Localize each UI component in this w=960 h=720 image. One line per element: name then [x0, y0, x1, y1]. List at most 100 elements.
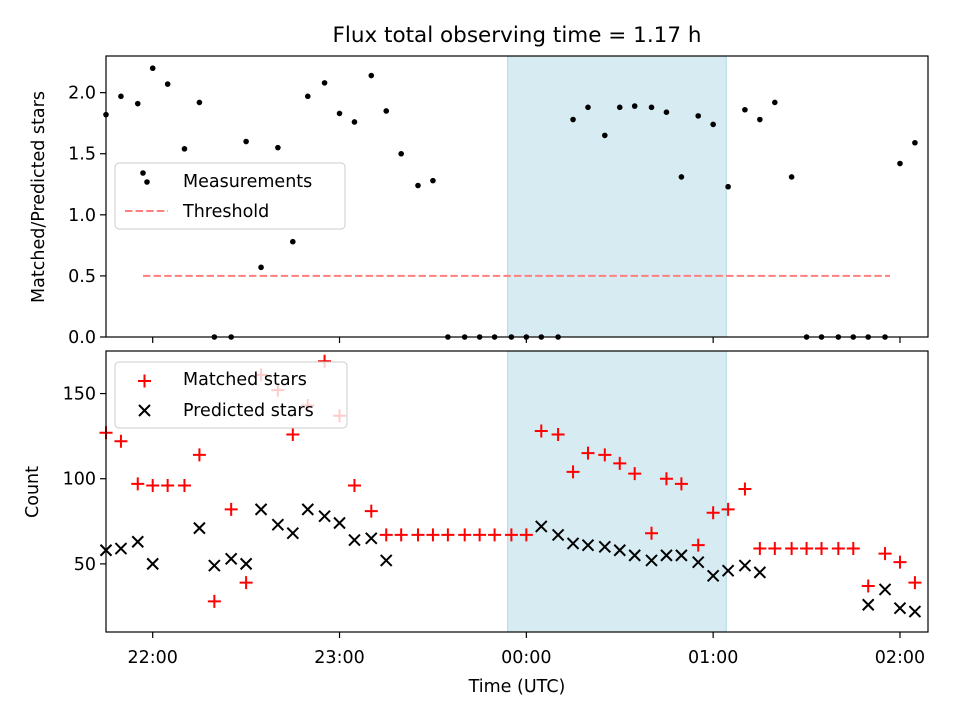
matched-stars-point — [785, 542, 799, 556]
measurement-point — [149, 65, 156, 72]
measurement-point — [912, 139, 918, 146]
x-tick-label: 01:00 — [688, 648, 738, 668]
ratio-axes-frame — [105, 55, 929, 338]
measurement-point — [134, 100, 141, 107]
x-axis-label: Time (UTC) — [468, 677, 566, 697]
measurement-point — [304, 93, 311, 100]
matched-stars-point — [473, 528, 487, 542]
predicted-stars-point — [146, 557, 159, 571]
matched-stars-point — [441, 528, 455, 542]
matched-stars-point — [458, 528, 472, 542]
predicted-stars-point — [675, 549, 688, 562]
predicted-stars-point — [114, 542, 128, 555]
predicted-stars-point — [301, 503, 314, 516]
matched-stars-point — [674, 477, 688, 491]
matched-stars-point — [831, 542, 845, 556]
predicted-stars-point — [380, 554, 393, 567]
predicted-stars-point — [566, 537, 580, 550]
measurement-point — [321, 80, 328, 86]
legend-label-threshold: Threshold — [182, 202, 269, 222]
matched-stars-point — [519, 528, 533, 542]
predicted-stars-point — [738, 559, 752, 572]
matched-stars-point — [426, 528, 440, 542]
legend-marker-predicted-stars — [138, 404, 151, 417]
measurement-point — [710, 121, 716, 128]
matched-stars-point — [721, 502, 735, 516]
predicted-stars-point — [318, 509, 331, 523]
predicted-stars-point — [753, 566, 767, 579]
x-tick-label: 22:00 — [127, 648, 177, 668]
matched-stars-point — [286, 427, 300, 441]
predicted-stars-point — [271, 518, 285, 531]
predicted-stars-point — [893, 601, 907, 615]
matched-stars-point — [613, 456, 627, 470]
predicted-stars-point — [908, 605, 922, 618]
matched-stars-point — [534, 424, 548, 438]
matched-stars-point — [394, 528, 408, 542]
predicted-stars-point — [254, 503, 268, 516]
matched-stars-point — [706, 506, 720, 520]
ratio-highlight-span — [507, 55, 727, 338]
ratio-legend: Measurements Threshold — [114, 162, 346, 230]
measurement-point — [351, 119, 358, 125]
measurement-point — [243, 138, 249, 145]
measurement-point — [368, 72, 375, 79]
matched-stars-point — [628, 467, 642, 481]
matched-stars-point — [239, 576, 253, 590]
matched-stars-point — [192, 448, 206, 462]
matched-stars-point — [224, 502, 238, 516]
matched-stars-point — [114, 434, 128, 448]
counts-series — [99, 354, 922, 618]
matched-stars-point — [878, 547, 892, 561]
ratio-y-tick-label: 1.5 — [68, 145, 96, 165]
matched-stars-point — [908, 576, 922, 590]
legend-label-matched-stars: Matched stars — [183, 370, 307, 390]
measurement-point — [585, 104, 591, 111]
measurement-point — [258, 264, 264, 271]
counts-y-tick-label: 150 — [63, 385, 96, 405]
predicted-stars-point — [208, 559, 221, 572]
measurement-point — [788, 174, 795, 180]
measurement-point — [631, 103, 638, 109]
matched-stars-point — [753, 542, 767, 556]
matched-stars-point — [691, 538, 705, 552]
predicted-stars-point — [878, 583, 892, 596]
measurement-point — [725, 183, 731, 190]
measurement-point — [648, 104, 655, 111]
measurement-point — [602, 132, 608, 139]
predicted-stars-point — [333, 516, 346, 530]
matched-stars-point — [551, 427, 565, 441]
predicted-stars-point — [598, 540, 612, 554]
matched-stars-point — [846, 542, 860, 556]
predicted-stars-point — [365, 532, 378, 545]
measurement-point — [430, 177, 436, 184]
matched-stars-point — [598, 448, 612, 462]
matched-stars-point — [364, 504, 378, 518]
matched-stars-point — [379, 528, 393, 542]
counts-y-axis-label: Count — [23, 466, 43, 518]
measurement-point — [897, 160, 903, 167]
matched-stars-point — [659, 472, 673, 486]
matched-stars-point — [207, 594, 221, 608]
predicted-stars-point — [862, 598, 875, 611]
predicted-stars-point — [613, 544, 626, 557]
counts-highlight-span — [507, 350, 727, 633]
measurement-point — [275, 144, 281, 151]
matched-stars-point — [411, 528, 425, 542]
measurement-point — [290, 238, 296, 245]
predicted-stars-point — [581, 538, 595, 552]
measurement-point — [164, 81, 171, 87]
matched-stars-point — [815, 542, 829, 556]
matched-stars-point — [347, 479, 361, 493]
legend-marker-measurements — [144, 179, 150, 185]
counts-legend: Matched stars Predicted stars — [114, 361, 348, 429]
matched-stars-point — [504, 528, 518, 542]
matched-stars-point — [131, 477, 145, 491]
legend-label-predicted-stars: Predicted stars — [183, 401, 314, 421]
matched-stars-point — [861, 579, 875, 593]
matched-stars-point — [161, 479, 175, 493]
matched-stars-point — [581, 446, 595, 460]
ratio-y-tick-label: 2.0 — [68, 84, 96, 104]
ratio-y-tick-label: 0.5 — [68, 267, 96, 287]
